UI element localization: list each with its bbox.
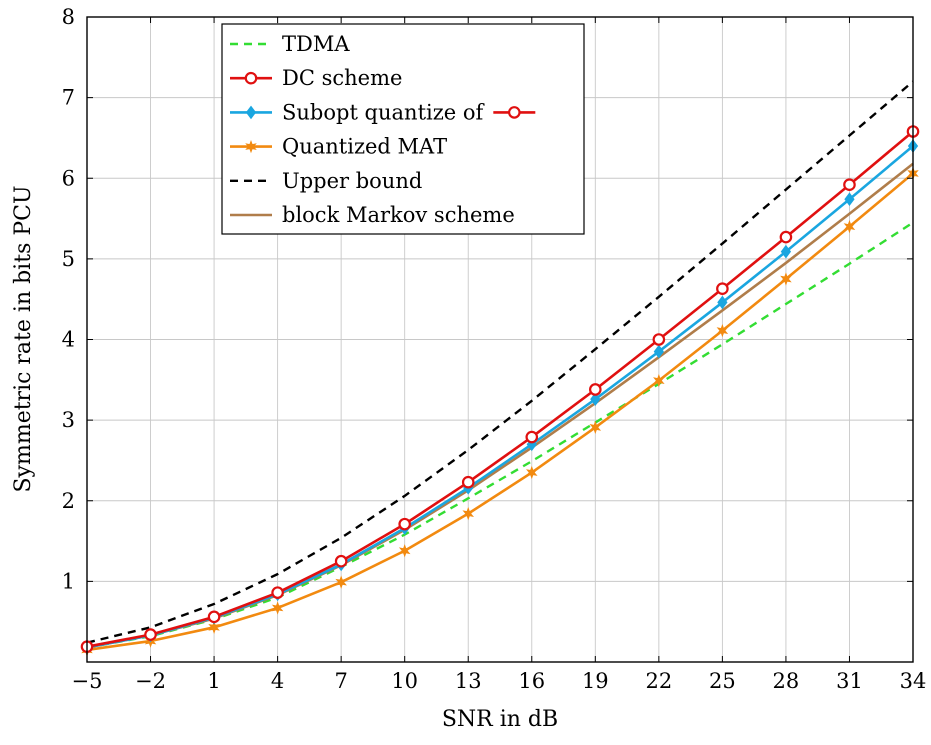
y-tick-label: 1 bbox=[62, 569, 75, 593]
legend-entry: Quantized MAT bbox=[230, 135, 447, 159]
data-point bbox=[590, 392, 601, 406]
x-tick-label: 16 bbox=[518, 669, 545, 693]
legend-entry: DC scheme bbox=[230, 66, 402, 90]
data-point bbox=[208, 620, 220, 634]
x-tick-label: 25 bbox=[709, 669, 736, 693]
data-point bbox=[589, 420, 602, 435]
x-tick-label: 1 bbox=[207, 669, 220, 693]
data-point bbox=[271, 586, 284, 599]
series-quantized-mat bbox=[81, 166, 919, 657]
x-tick-label: −5 bbox=[72, 669, 103, 693]
legend-marker bbox=[244, 71, 258, 85]
legend-label: block Markov scheme bbox=[282, 203, 515, 227]
data-point bbox=[653, 344, 664, 359]
x-axis-title: SNR in dB bbox=[442, 707, 558, 732]
data-point bbox=[398, 517, 411, 531]
series-line bbox=[86, 172, 914, 652]
x-tick-label: 10 bbox=[391, 669, 418, 693]
legend-box bbox=[221, 23, 585, 235]
data-point bbox=[334, 554, 348, 568]
data-point bbox=[716, 282, 729, 296]
data-point bbox=[271, 601, 284, 615]
y-tick-label: 8 bbox=[62, 5, 75, 29]
series-line bbox=[86, 130, 914, 648]
data-point bbox=[461, 475, 475, 489]
x-tick-label: 34 bbox=[900, 669, 927, 693]
series-tdma bbox=[86, 221, 914, 649]
data-point bbox=[843, 178, 856, 191]
x-tick-label: 28 bbox=[773, 669, 800, 693]
y-axis-title: Symmetric rate in bits PCU bbox=[11, 185, 36, 492]
y-tick-label: 7 bbox=[62, 86, 75, 110]
data-point bbox=[144, 628, 157, 641]
y-tick-label: 3 bbox=[62, 408, 75, 432]
legend-label: Quantized MAT bbox=[282, 135, 447, 159]
x-tick-label: −2 bbox=[135, 669, 166, 693]
data-point bbox=[843, 219, 856, 234]
legend: TDMA DC scheme Subopt quantize of Quantized… bbox=[221, 23, 585, 235]
legend-label: DC scheme bbox=[282, 66, 402, 90]
data-point bbox=[716, 323, 729, 338]
data-point bbox=[525, 430, 539, 444]
data-point bbox=[653, 373, 665, 388]
series-dc-scheme bbox=[80, 125, 920, 653]
data-point bbox=[780, 272, 792, 286]
y-tick-label: 5 bbox=[62, 247, 75, 271]
y-tick-label: 4 bbox=[62, 328, 75, 352]
data-point bbox=[652, 333, 666, 346]
legend-label: Upper bound bbox=[282, 169, 422, 193]
data-point bbox=[717, 295, 728, 310]
legend-entry: TDMA bbox=[230, 32, 350, 56]
legend-entry: Subopt quantize of bbox=[230, 100, 536, 124]
x-tick-label: 4 bbox=[271, 669, 284, 693]
x-tick-label: 13 bbox=[455, 669, 482, 693]
legend-entry: Upper bound bbox=[230, 169, 422, 193]
data-point bbox=[207, 610, 221, 624]
legend-label: TDMA bbox=[282, 32, 350, 56]
legend-marker bbox=[245, 105, 257, 120]
data-point bbox=[335, 575, 347, 589]
y-tick-label: 2 bbox=[62, 489, 75, 513]
series-upper-bound bbox=[86, 80, 914, 644]
y-tick-label: 6 bbox=[62, 166, 75, 190]
plot-series bbox=[80, 80, 920, 657]
legend-marker bbox=[245, 139, 257, 154]
data-point bbox=[462, 506, 474, 521]
series-line bbox=[86, 80, 914, 644]
x-tick-label: 31 bbox=[836, 669, 863, 693]
data-point bbox=[526, 465, 538, 480]
x-tick-label: 19 bbox=[582, 669, 609, 693]
x-tick-label: 7 bbox=[334, 669, 347, 693]
x-tick-label: 22 bbox=[645, 669, 672, 693]
data-point bbox=[779, 230, 793, 244]
legend-label: Subopt quantize of bbox=[282, 100, 486, 124]
series-line bbox=[86, 221, 914, 649]
data-point bbox=[844, 192, 855, 207]
legend-entry: block Markov scheme bbox=[230, 203, 515, 227]
data-point bbox=[398, 544, 411, 558]
legend-inline-marker bbox=[508, 106, 521, 119]
data-point bbox=[780, 244, 792, 259]
data-point bbox=[589, 383, 602, 396]
